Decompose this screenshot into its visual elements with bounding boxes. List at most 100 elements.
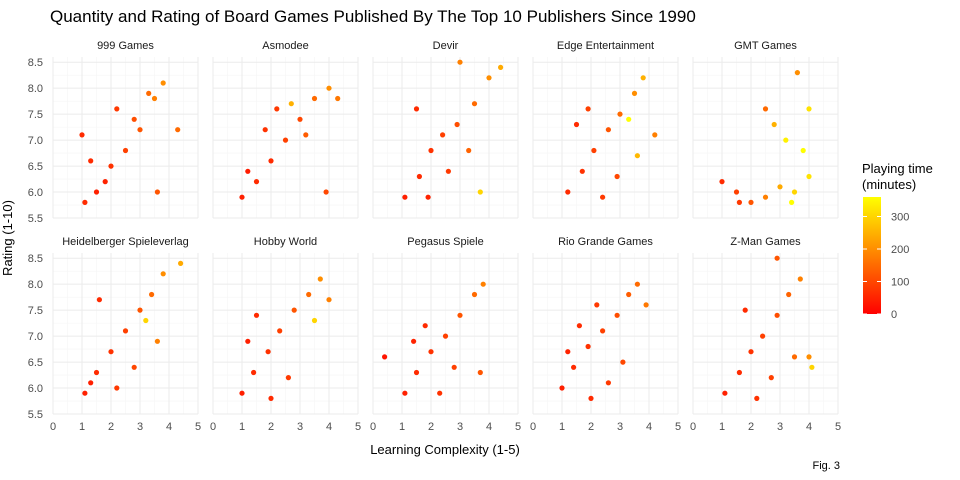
x-tick-label: 2 [268,421,274,433]
data-point [643,302,649,308]
x-tick-label: 4 [646,421,652,433]
data-point [402,390,408,396]
data-point [748,349,754,355]
data-point [102,179,108,185]
data-point [605,127,612,133]
data-point [108,349,114,355]
x-tick-label: 4 [806,421,812,433]
data-point [82,199,88,205]
color-bar-ticks: 0 100 200 300 [863,212,909,321]
data-point [471,101,478,107]
facet-strip-label: Edge Entertainment [557,40,654,52]
data-point [268,158,274,164]
y-tick-label: 5.5 [28,213,43,225]
facet-panel: Devir [372,40,519,219]
chart-title: Quantity and Rating of Board Games Publi… [50,7,696,26]
y-tick-label: 8.0 [28,279,43,291]
data-point [806,106,812,112]
data-point [114,385,120,391]
data-point [457,59,463,65]
data-point [428,147,434,154]
color-bar [863,197,881,314]
data-point [791,354,798,360]
facet-strip-label: GMT Games [734,40,797,52]
data-point [88,158,94,164]
data-point [742,307,748,313]
data-point [477,369,483,376]
facet-panels: 999 Games 5.5 6.0 6.5 7.0 7.5 8.0 8.5 Asmodee Dev… [28,40,841,433]
data-point [285,375,291,381]
data-point [445,168,451,174]
data-point [786,291,792,298]
data-point [268,395,274,401]
facet-strip-label: Hobby World [254,236,317,248]
data-point [480,281,486,287]
data-point [585,106,591,112]
data-point [291,307,297,313]
y-tick-label: 8.5 [28,253,43,265]
x-tick-label: 2 [588,421,594,433]
data-point [640,75,646,81]
data-point [614,173,620,180]
y-tick-label: 5.5 [28,409,43,421]
data-point [762,194,769,200]
data-point [160,80,166,86]
x-tick-label: 5 [675,421,681,433]
data-point [311,95,318,102]
data-point [402,194,408,200]
facet-strip-label: Rio Grande Games [558,236,653,248]
data-point [774,255,780,261]
data-point [428,349,434,355]
x-tick-label: 5 [195,421,201,433]
data-point [806,354,812,360]
data-point [303,132,309,138]
data-point [437,390,443,396]
data-point [466,147,472,154]
x-tick-label: 0 [370,421,376,433]
data-point [631,90,638,96]
figure-caption: Fig. 3 [812,460,840,472]
data-point [93,189,100,195]
y-tick-label: 8.5 [28,57,43,69]
data-point [137,307,143,313]
data-point [626,291,632,298]
data-point [274,106,280,112]
facet-panel: Edge Entertainment [532,40,679,219]
data-point [794,70,801,76]
data-point [82,390,88,396]
data-point [306,291,312,298]
data-point [93,369,100,376]
data-point [571,364,577,370]
data-point [131,364,137,370]
facet-strip-label: Devir [433,40,459,52]
data-point [559,385,565,391]
y-tick-label: 6.5 [28,357,43,369]
data-point [297,116,303,122]
facet-strip-label: 999 Games [97,40,154,52]
data-point [771,121,777,128]
data-point [498,64,504,70]
data-point [160,271,166,277]
data-point [239,390,245,396]
data-point [96,297,102,303]
data-point [594,302,600,308]
data-point [626,116,632,122]
data-point [154,338,160,344]
data-point [143,317,149,324]
data-point [154,189,160,195]
data-point [253,179,260,185]
x-tick-label: 1 [239,421,245,433]
facet-panel: Pegasus Spiele 0 1 2 3 4 5 [370,236,521,433]
data-point [262,127,268,133]
data-point [754,395,760,401]
facet-strip-label: Z-Man Games [730,236,801,248]
data-point [634,281,641,287]
data-point [382,354,388,360]
x-tick-label: 5 [355,421,361,433]
data-point [288,101,294,107]
data-point [605,380,612,386]
x-tick-label: 4 [326,421,332,433]
data-point [736,199,743,205]
data-point [791,189,798,195]
